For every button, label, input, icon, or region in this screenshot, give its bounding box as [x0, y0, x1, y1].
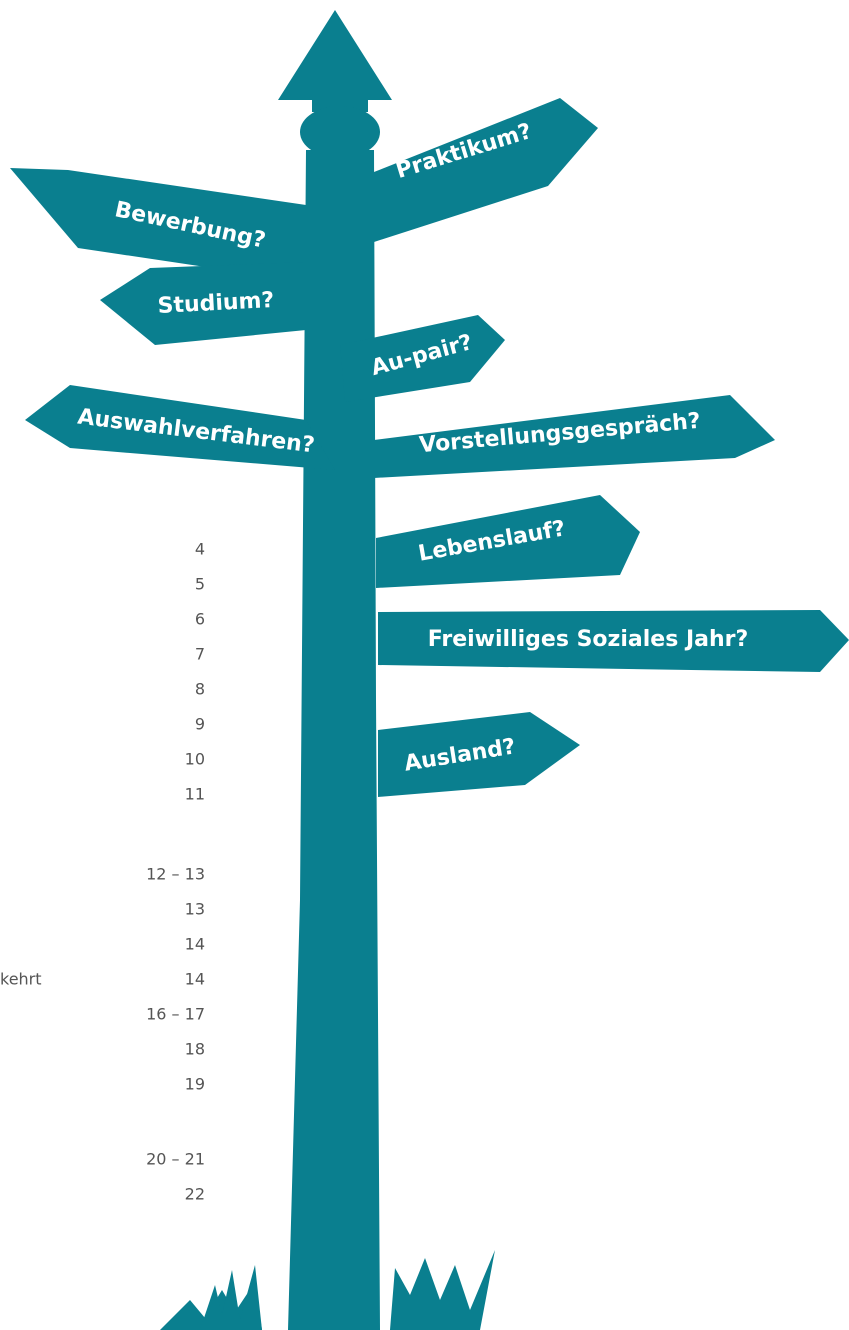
toc-page-number: 18: [185, 1040, 205, 1059]
toc-page-number: 5: [195, 575, 205, 594]
toc-page-number: 20 – 21: [146, 1150, 205, 1169]
toc-page-number: 8: [195, 680, 205, 699]
toc-page-number: 7: [195, 645, 205, 664]
page: Bewerbung? Praktikum? Studium? Au-pair? …: [0, 0, 849, 1330]
toc-page-number: 11: [185, 785, 205, 804]
toc-page-number: 22: [185, 1185, 205, 1204]
toc-page-number: 9: [195, 715, 205, 734]
sign-label: Freiwilliges Soziales Jahr?: [428, 627, 749, 652]
toc-page-number: 10: [185, 750, 205, 769]
toc-pages: 4 5 6 7 8 9 10 11 12 – 13 13 14 14 16 – 17 18 19 20 – 2…: [146, 540, 205, 1204]
toc-page-number: 14: [185, 970, 205, 989]
toc-page-number: 4: [195, 540, 205, 559]
toc-page-number: 6: [195, 610, 205, 629]
toc-page-number: 12 – 13: [146, 865, 205, 884]
toc-page-number: 14: [185, 935, 205, 954]
toc-page-number: 13: [185, 900, 205, 919]
toc-entry-fragment: kehrt: [0, 970, 42, 989]
toc-page-number: 16 – 17: [146, 1005, 205, 1024]
toc-page-number: 19: [185, 1075, 205, 1094]
